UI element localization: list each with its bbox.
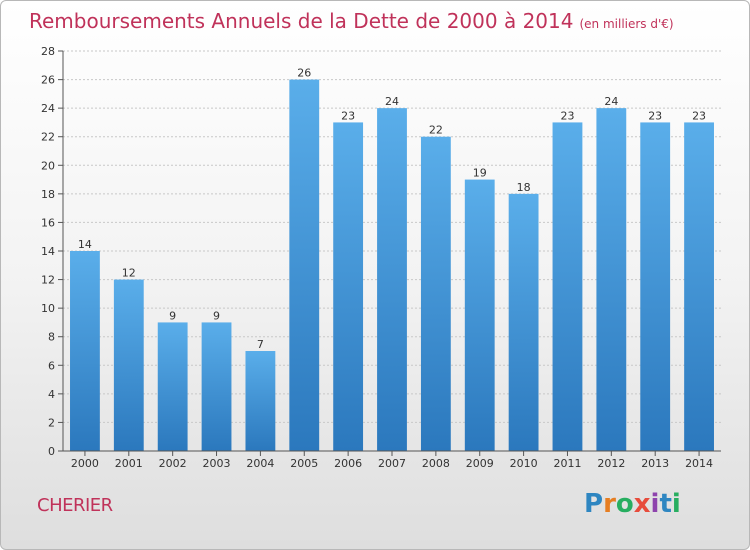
- logo-letter: x: [633, 489, 651, 519]
- data-label: 18: [517, 181, 531, 194]
- y-tick-label: 16: [41, 216, 55, 229]
- bar: [552, 122, 583, 451]
- data-label: 9: [213, 309, 220, 322]
- proxiti-logo: Proxiti: [584, 489, 681, 519]
- x-tick-label: 2007: [378, 457, 406, 470]
- data-label: 23: [692, 109, 706, 122]
- x-tick-label: 2003: [203, 457, 231, 470]
- bar: [113, 279, 144, 451]
- y-tick-label: 6: [48, 359, 55, 372]
- data-label: 14: [78, 238, 92, 251]
- y-tick-label: 28: [41, 45, 55, 58]
- y-tick-label: 18: [41, 188, 55, 201]
- data-label: 19: [473, 167, 487, 180]
- x-tick-label: 2013: [641, 457, 669, 470]
- x-tick-label: 2001: [115, 457, 143, 470]
- x-tick-label: 2010: [510, 457, 538, 470]
- x-tick-label: 2012: [597, 457, 625, 470]
- data-label: 12: [122, 267, 136, 280]
- data-label: 23: [560, 109, 574, 122]
- bar: [420, 136, 451, 451]
- y-tick-label: 24: [41, 102, 55, 115]
- y-tick-label: 8: [48, 331, 55, 344]
- logo-letter: r: [603, 489, 616, 519]
- bar: [596, 108, 627, 452]
- y-tick-label: 22: [41, 131, 55, 144]
- data-label: 24: [604, 95, 618, 108]
- x-tick-label: 2006: [334, 457, 362, 470]
- bar: [333, 122, 364, 451]
- bar: [157, 322, 188, 451]
- logo-letter: P: [584, 489, 604, 519]
- x-tick-label: 2005: [290, 457, 318, 470]
- logo-letter: t: [659, 489, 672, 519]
- x-tick-label: 2008: [422, 457, 450, 470]
- data-label: 23: [341, 109, 355, 122]
- logo-letter: i: [671, 489, 681, 519]
- data-label: 22: [429, 124, 443, 137]
- bars: [70, 79, 714, 452]
- data-label: 9: [169, 309, 176, 322]
- x-tick-label: 2004: [246, 457, 274, 470]
- x-tick-label: 2009: [466, 457, 494, 470]
- y-tick-label: 2: [48, 416, 55, 429]
- bar: [201, 322, 232, 451]
- bar: [70, 251, 100, 451]
- y-tick-label: 20: [41, 159, 55, 172]
- x-tick-label: 2002: [159, 457, 187, 470]
- data-label: 26: [297, 67, 311, 80]
- chart-title: Remboursements Annuels de la Dette de 20…: [29, 9, 674, 33]
- chart-title-text: Remboursements Annuels de la Dette de 20…: [29, 9, 574, 33]
- labels: 0246810121416182022242628142000122001920…: [41, 45, 713, 470]
- bar: [508, 193, 539, 451]
- bar: [464, 179, 495, 452]
- chart-unit: (en milliers d'€): [579, 17, 674, 31]
- logo-letter: i: [650, 489, 660, 519]
- commune-name: CHERIER: [37, 495, 113, 516]
- y-tick-label: 0: [48, 445, 55, 458]
- bar: [289, 79, 320, 452]
- data-label: 23: [648, 109, 662, 122]
- x-tick-label: 2000: [71, 457, 99, 470]
- bar: [377, 108, 407, 452]
- y-tick-label: 12: [41, 274, 55, 287]
- logo-letter: o: [615, 489, 634, 519]
- y-tick-label: 26: [41, 74, 55, 87]
- y-tick-label: 14: [41, 245, 55, 258]
- data-label: 7: [257, 338, 264, 351]
- bar: [640, 122, 671, 451]
- data-label: 24: [385, 95, 399, 108]
- y-tick-label: 4: [48, 388, 55, 401]
- x-tick-label: 2011: [553, 457, 581, 470]
- bar: [245, 351, 276, 451]
- x-tick-label: 2014: [685, 457, 713, 470]
- y-tick-label: 10: [41, 302, 55, 315]
- axes: [58, 50, 721, 456]
- bar: [684, 122, 714, 451]
